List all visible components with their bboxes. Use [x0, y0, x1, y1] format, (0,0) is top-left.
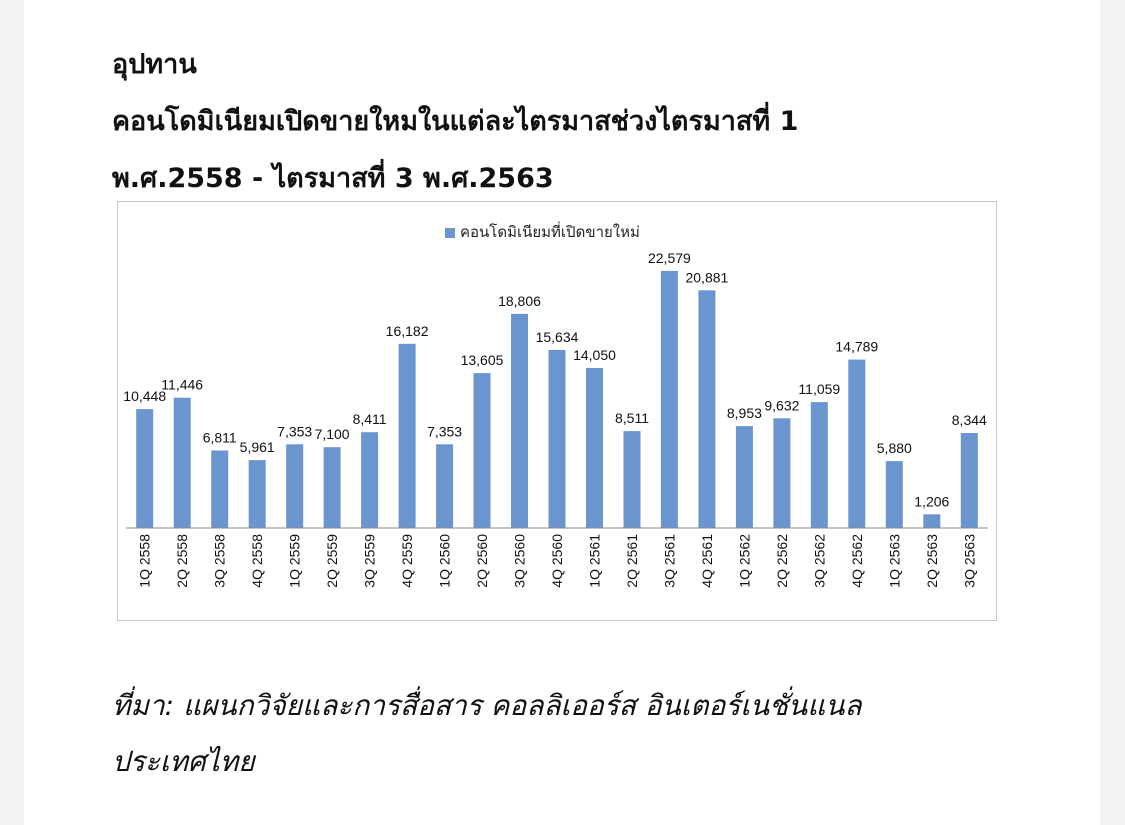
x-tick-label: 2Q 2560 [474, 534, 490, 588]
bar-3q-2559 [361, 432, 379, 528]
x-tick-label: 1Q 2561 [587, 534, 603, 588]
legend-label: คอนโดมิเนียมที่เปิดขายใหม่ [460, 221, 640, 241]
bar-1q-2559 [286, 444, 304, 528]
x-tick-label: 3Q 2562 [811, 534, 827, 588]
data-label: 16,182 [386, 323, 429, 339]
bar-1q-2560 [436, 444, 454, 528]
x-tick-label: 4Q 2561 [699, 534, 715, 588]
data-label: 8,953 [727, 405, 762, 421]
x-tick-labels: 1Q 2558 2Q 2558 3Q 2558 4Q 2558 1Q 2559 2Q 25… [137, 534, 978, 588]
x-tick-label: 2Q 2559 [324, 534, 340, 588]
heading-line-1: อุปทาน [112, 49, 197, 80]
bar-3q-2563 [960, 433, 978, 528]
source-line-1: ที่มา: แผนกวิจัยและการสื่อสาร คอลลิเออร์… [112, 689, 862, 722]
x-tick-label: 2Q 2562 [774, 534, 790, 588]
x-tick-label: 3Q 2559 [362, 534, 378, 588]
x-tick-label: 2Q 2561 [624, 534, 640, 588]
source-note: ที่มา: แผนกวิจัยและการสื่อสาร คอลลิเออร์… [112, 678, 1072, 790]
bar-2q-2563 [923, 514, 941, 528]
bar-4q-2559 [398, 343, 416, 528]
x-tick-label: 3Q 2561 [661, 534, 677, 588]
data-label: 5,961 [240, 439, 275, 455]
x-tick-label: 4Q 2560 [549, 534, 565, 588]
chart-frame: คอนโดมิเนียมที่เปิดขายใหม่ 10,448 11,446 6… [117, 201, 997, 621]
x-tick-label: 2Q 2563 [924, 534, 940, 588]
document-heading: อุปทาน คอนโดมิเนียมเปิดขายใหมในแต่ละไตรม… [112, 36, 1072, 207]
data-label: 8,511 [615, 410, 649, 426]
x-tick-label: 3Q 2563 [961, 534, 977, 588]
x-tick-label: 1Q 2563 [886, 534, 902, 588]
bar-4q-2558 [248, 460, 266, 528]
legend-swatch [445, 228, 455, 238]
bar-4q-2561 [698, 290, 716, 528]
data-label: 10,448 [123, 388, 166, 404]
x-tick-label: 3Q 2558 [212, 534, 228, 588]
bar-1q-2558 [136, 409, 154, 528]
bar-4q-2562 [848, 359, 866, 528]
data-label: 14,789 [835, 339, 878, 355]
data-label: 9,632 [764, 397, 799, 413]
bar-1q-2563 [885, 461, 903, 528]
data-label: 13,605 [461, 352, 504, 368]
data-label: 20,881 [685, 269, 728, 285]
data-label: 7,100 [315, 426, 350, 442]
data-label: 7,353 [427, 423, 462, 439]
bar-3q-2560 [511, 313, 528, 528]
x-tick-label: 4Q 2562 [849, 534, 865, 588]
x-tick-label: 2Q 2558 [174, 534, 190, 588]
bar-1q-2562 [735, 426, 753, 528]
x-tick-label: 4Q 2558 [249, 534, 265, 588]
x-tick-label: 1Q 2559 [287, 534, 303, 588]
bar-series [136, 270, 978, 528]
data-label: 15,634 [536, 329, 579, 345]
x-tick-label: 1Q 2560 [437, 534, 453, 588]
data-label: 8,344 [952, 412, 987, 428]
bar-4q-2560 [548, 350, 566, 528]
bar-2q-2561 [623, 431, 641, 528]
data-label: 8,411 [353, 411, 387, 427]
x-tick-label: 1Q 2558 [137, 534, 153, 588]
data-label: 5,880 [877, 440, 912, 456]
bar-3q-2561 [660, 270, 678, 528]
bar-3q-2562 [810, 402, 828, 528]
data-label: 11,446 [161, 377, 203, 393]
heading-line-3: พ.ศ.2558 - ไตรมาสที่ 3 พ.ศ.2563 [112, 163, 554, 194]
document-page: อุปทาน คอนโดมิเนียมเปิดขายใหมในแต่ละไตรม… [24, 0, 1100, 825]
chart-legend: คอนโดมิเนียมที่เปิดขายใหม่ [445, 221, 640, 241]
data-label: 6,811 [203, 430, 237, 446]
data-label: 22,579 [648, 250, 691, 266]
data-label: 1,206 [914, 493, 949, 509]
bar-2q-2562 [773, 418, 791, 528]
bar-3q-2558 [211, 450, 229, 528]
bar-1q-2561 [586, 368, 603, 528]
x-tick-label: 4Q 2559 [399, 534, 415, 588]
data-label: 7,353 [277, 423, 312, 439]
bar-2q-2559 [323, 447, 341, 528]
data-label: 18,806 [498, 293, 541, 309]
data-label: 11,059 [798, 381, 840, 397]
data-label: 14,050 [573, 347, 616, 363]
heading-line-2: คอนโดมิเนียมเปิดขายใหมในแต่ละไตรมาสช่วงไ… [112, 106, 799, 137]
bar-2q-2560 [473, 373, 491, 528]
bar-2q-2558 [173, 397, 191, 528]
x-tick-label: 1Q 2562 [736, 534, 752, 588]
x-tick-label: 3Q 2560 [512, 534, 528, 588]
source-line-2: ประเทศไทย [112, 745, 255, 778]
